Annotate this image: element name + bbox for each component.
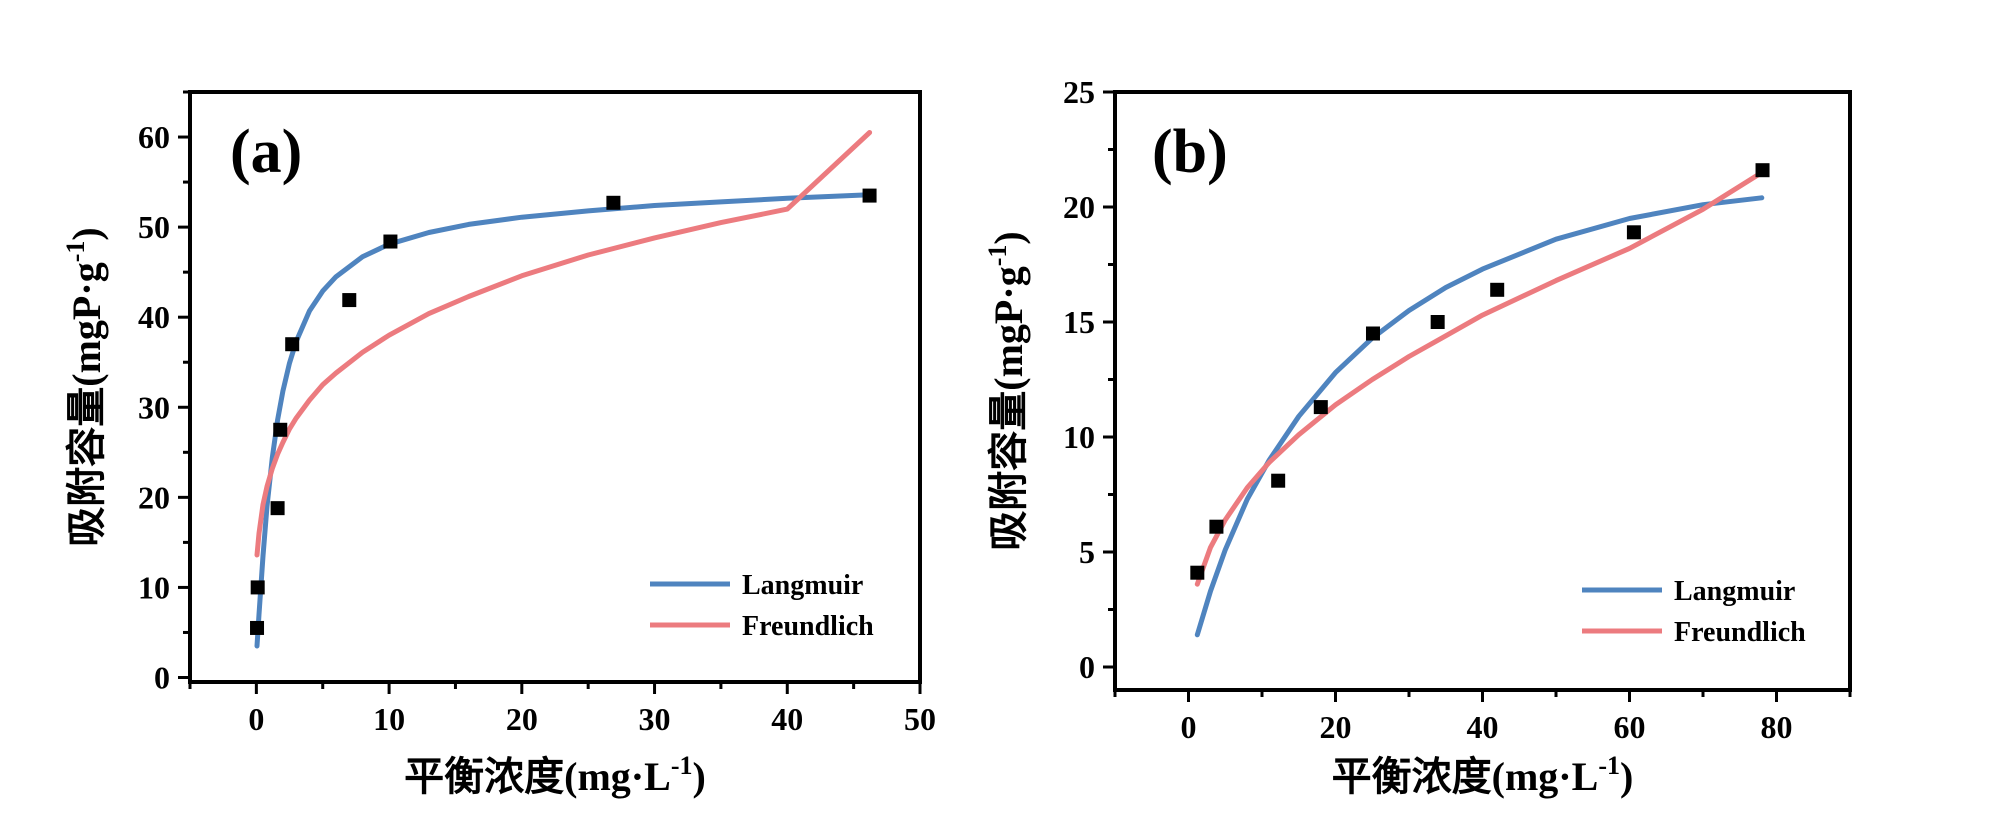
y-axis-label: 吸附容量(mgP·g-1) (61, 227, 109, 546)
data-point (606, 195, 621, 210)
y-axis-label-superscript: -1 (983, 245, 1012, 267)
x-tick-label: 10 (373, 701, 405, 737)
data-point (285, 337, 300, 352)
y-axis-label-end: ) (64, 227, 109, 240)
x-axis-label-end: ) (1620, 754, 1633, 799)
x-axis-label: 平衡浓度(mg·L-1) (1332, 751, 1634, 799)
data-point (250, 580, 265, 595)
x-tick-label: 20 (1320, 709, 1352, 745)
data-point (1490, 282, 1505, 297)
data-point (1209, 519, 1224, 534)
x-axis-label-end: ) (693, 754, 706, 799)
legend-label-freundlich: Freundlich (742, 611, 874, 642)
y-tick-label: 0 (154, 659, 170, 695)
y-tick-label: 25 (1063, 74, 1095, 110)
data-point (1365, 326, 1380, 341)
plot-frame (188, 90, 922, 684)
y-tick-label: 40 (138, 299, 170, 335)
y-axis-label-superscript: -1 (61, 241, 90, 263)
fit-line-freundlich (1194, 170, 1765, 587)
data-point (1190, 565, 1205, 580)
x-tick-label: 80 (1761, 709, 1793, 745)
legend-label-freundlich: Freundlich (1674, 617, 1806, 648)
data-point (1430, 315, 1445, 329)
x-axis-label-main: 平衡浓度(mg·L (1332, 754, 1599, 799)
y-tick-label: 60 (138, 119, 170, 155)
y-tick-label: 10 (138, 569, 170, 605)
y-axis-label-end: ) (986, 231, 1031, 244)
data-point (1755, 163, 1770, 178)
x-tick-label: 0 (248, 701, 264, 737)
data-point (862, 188, 877, 203)
x-tick-label: 40 (771, 701, 803, 737)
data-point (342, 293, 357, 308)
y-tick-label: 15 (1063, 304, 1095, 340)
y-tick-label: 0 (1079, 649, 1095, 685)
x-tick-label: 50 (904, 701, 936, 737)
y-axis-label-main: 吸附容量(mgP·g (986, 266, 1031, 550)
x-tick-label: 30 (639, 701, 671, 737)
data-point (1271, 473, 1286, 488)
legend-label-langmuir: Langmuir (742, 570, 863, 601)
x-tick-label: 40 (1467, 709, 1499, 745)
x-axis-label-superscript: -1 (671, 751, 693, 780)
y-tick-label: 20 (138, 479, 170, 515)
y-tick-label: 10 (1063, 419, 1095, 455)
fit-line-freundlich (254, 130, 873, 558)
data-point (1313, 400, 1328, 415)
panel-label: (a) (230, 118, 302, 186)
x-tick-label: 60 (1614, 709, 1646, 745)
x-axis-label-superscript: -1 (1598, 751, 1620, 780)
y-axis-label-main: 吸附容量(mgP·g (64, 262, 109, 546)
y-tick-label: 30 (138, 389, 170, 425)
chart-panel-b: 0 20 40 60 800510152025(b)平衡浓度(mg·L-1)吸附容量(m… (983, 74, 1852, 799)
data-point (250, 620, 265, 635)
data-point (270, 501, 285, 516)
x-axis-label-main: 平衡浓度(mg·L (404, 754, 671, 799)
data-point (383, 234, 398, 249)
y-axis-label: 吸附容量(mgP·g-1) (983, 231, 1031, 550)
x-axis-label: 平衡浓度(mg·L-1) (404, 751, 706, 799)
y-tick-label: 50 (138, 209, 170, 245)
data-point (1626, 225, 1641, 240)
y-tick-label: 20 (1063, 189, 1095, 225)
legend-label-langmuir: Langmuir (1674, 576, 1795, 607)
panel-label: (b) (1152, 118, 1228, 186)
data-point (273, 422, 288, 437)
x-tick-label: 20 (506, 701, 538, 737)
fit-line-langmuir (1194, 195, 1765, 638)
x-tick-label: 0 (1181, 709, 1197, 745)
y-tick-label: 5 (1079, 534, 1095, 570)
